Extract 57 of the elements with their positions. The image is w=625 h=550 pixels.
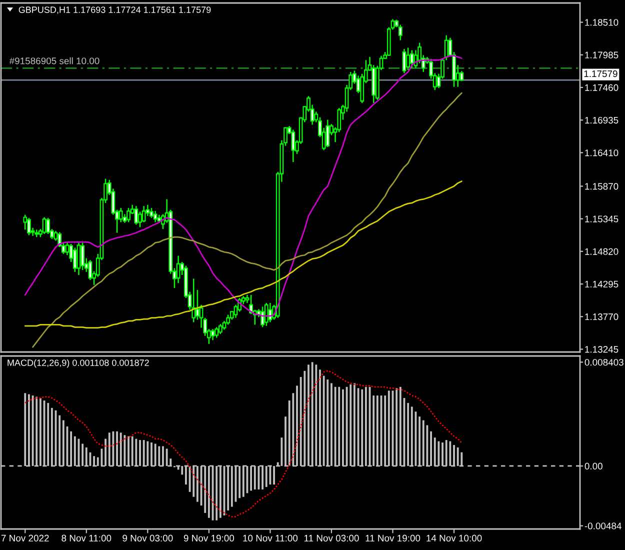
y-tick-label: 1.14820 (585, 248, 618, 255)
ref-line-label: #91586905 sell 10.00 (9, 57, 100, 64)
candlestick (398, 24, 402, 41)
candlestick (80, 242, 84, 271)
y-tick-label: 1.15345 (585, 216, 618, 222)
candlestick (406, 47, 410, 71)
candlestick (214, 326, 219, 338)
x-tick-label: 9 Nov 03:00 (122, 534, 173, 542)
y-tick-label: 1.18510 (585, 19, 618, 26)
candlestick (27, 217, 31, 236)
candlestick (76, 242, 81, 276)
candlestick (410, 50, 414, 69)
line-series (24, 370, 462, 518)
candlestick (176, 255, 180, 284)
y-tick-label: 0.00 (584, 462, 602, 470)
candlestick (134, 205, 138, 226)
candlestick (260, 306, 264, 328)
candlestick (150, 207, 154, 218)
candlestick (326, 119, 330, 148)
y-tick-label: 1.17460 (585, 84, 618, 91)
y-tick-label: 1.14295 (585, 280, 618, 288)
x-tick-label: 14 Nov 10:00 (426, 534, 482, 542)
candlestick (226, 314, 230, 326)
y-tick-label: 1.15870 (585, 183, 618, 190)
candlestick (264, 302, 268, 327)
candlestick (142, 205, 146, 223)
candlestick (210, 328, 215, 341)
y-tick-label: 1.17985 (585, 52, 618, 58)
candlestick (402, 48, 406, 74)
candlestick (460, 70, 464, 82)
candlestick (126, 207, 130, 223)
candlestick (46, 217, 50, 235)
x-tick-label: 11 Nov 19:00 (366, 534, 420, 542)
x-tick-label: 11 Nov 03:00 (304, 534, 359, 542)
ref-line-label: 1.17579 (584, 70, 618, 78)
line-series (24, 180, 462, 328)
candlestick (72, 247, 77, 273)
x-tick-label: 9 Nov 19:00 (184, 534, 234, 542)
candlestick (291, 129, 296, 163)
candlestick (192, 278, 196, 323)
candlestick (88, 259, 92, 281)
chart-title: GBPUSD,H1 1.17693 1.17724 1.17561 1.17579 (18, 6, 211, 14)
y-tick-label: -0.00484 (584, 522, 622, 530)
candlestick (196, 289, 200, 320)
y-tick-label: 1.16410 (585, 149, 618, 156)
x-tick-label: 7 Nov 2022 (1, 534, 49, 542)
chart-title: MACD(12,26,9) 0.001108 0.001872 (8, 359, 149, 368)
x-tick-label: 10 Nov 11:00 (243, 534, 298, 542)
y-tick-label: 0.008403 (584, 358, 624, 366)
x-tick-label: 8 Nov 11:00 (62, 534, 112, 542)
candlestick (42, 216, 46, 235)
y-tick-label: 1.13245 (585, 346, 618, 353)
y-tick-label: 1.16935 (585, 116, 618, 124)
line-series (32, 92, 462, 348)
y-tick-label: 1.13770 (585, 313, 618, 320)
candlestick (218, 323, 222, 335)
candlestick (153, 210, 158, 223)
